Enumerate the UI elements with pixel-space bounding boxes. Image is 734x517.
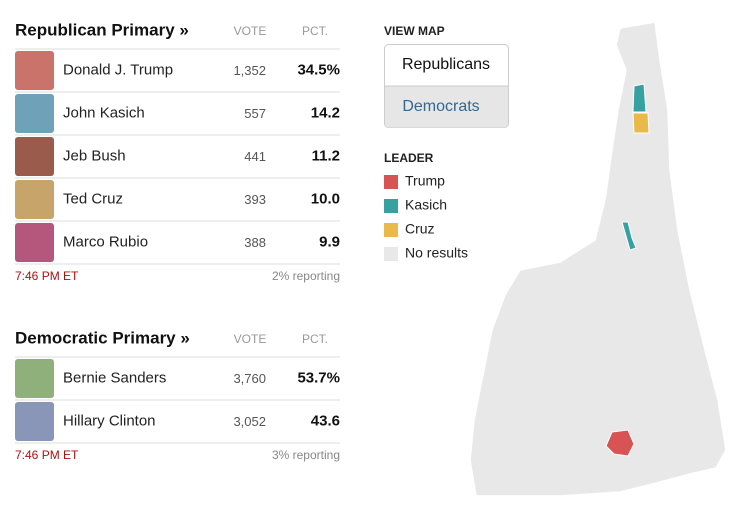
candidate-photo bbox=[15, 402, 54, 441]
reporting: 2% reporting bbox=[272, 269, 340, 283]
legend-label: Kasich bbox=[405, 197, 447, 213]
towns bbox=[605, 83, 650, 457]
candidate-name: Bernie Sanders bbox=[63, 369, 166, 386]
legend-title: LEADER bbox=[384, 151, 434, 165]
column-header: PCT. bbox=[302, 332, 328, 346]
button-bg bbox=[385, 86, 508, 128]
town bbox=[621, 221, 637, 251]
candidate-photo bbox=[15, 359, 54, 398]
vote-pct: 9.9 bbox=[319, 233, 340, 250]
vote-count: 3,052 bbox=[233, 414, 266, 429]
candidate-name: John Kasich bbox=[63, 104, 145, 121]
candidate-name: Jeb Bush bbox=[63, 147, 126, 164]
candidate-photo bbox=[15, 180, 54, 219]
vote-count: 441 bbox=[244, 149, 266, 164]
vote-pct: 11.2 bbox=[312, 147, 340, 164]
legend-label: Trump bbox=[405, 173, 445, 189]
candidate-photo bbox=[15, 51, 54, 90]
section-title[interactable]: Democratic Primary » bbox=[15, 328, 190, 347]
column-header: VOTE bbox=[234, 24, 267, 38]
column-header: PCT. bbox=[302, 24, 328, 38]
candidate-name: Ted Cruz bbox=[63, 190, 123, 207]
candidate-photo bbox=[15, 223, 54, 262]
vote-count: 557 bbox=[244, 106, 266, 121]
town bbox=[605, 429, 635, 457]
candidate-name: Marco Rubio bbox=[63, 233, 148, 250]
column-header: VOTE bbox=[234, 332, 267, 346]
town bbox=[632, 112, 650, 134]
legend-swatch bbox=[384, 223, 398, 237]
vote-pct: 14.2 bbox=[311, 104, 340, 121]
vote-count: 3,760 bbox=[233, 371, 266, 386]
update-time: 7:46 PM ET bbox=[15, 269, 79, 283]
vote-pct: 34.5% bbox=[297, 61, 340, 78]
vote-count: 393 bbox=[244, 192, 266, 207]
view-map-label: VIEW MAP bbox=[384, 24, 445, 38]
state-map bbox=[469, 21, 727, 497]
candidate-name: Donald J. Trump bbox=[63, 61, 173, 78]
vote-pct: 53.7% bbox=[297, 369, 340, 386]
legend-swatch bbox=[384, 175, 398, 189]
legend-label: No results bbox=[405, 245, 468, 261]
reporting: 3% reporting bbox=[272, 448, 340, 462]
vote-pct: 43.6 bbox=[311, 412, 340, 429]
vote-count: 388 bbox=[244, 235, 266, 250]
update-time: 7:46 PM ET bbox=[15, 448, 79, 462]
button[interactable]: Democrats bbox=[402, 98, 479, 115]
vote-count: 1,352 bbox=[233, 63, 266, 78]
button[interactable]: Republicans bbox=[402, 56, 490, 73]
legend-swatch bbox=[384, 199, 398, 213]
candidate-name: Hillary Clinton bbox=[63, 412, 156, 429]
legend: Trump Kasich Cruz No results bbox=[384, 173, 468, 261]
legend-label: Cruz bbox=[405, 221, 435, 237]
candidate-photo bbox=[15, 94, 54, 133]
town bbox=[632, 83, 647, 113]
candidate-photo bbox=[15, 137, 54, 176]
results: Republican Primary » VOTE PCT. Donald J. Tr… bbox=[15, 20, 340, 462]
section-title[interactable]: Republican Primary » bbox=[15, 20, 189, 39]
legend-swatch bbox=[384, 247, 398, 261]
vote-pct: 10.0 bbox=[311, 190, 340, 207]
